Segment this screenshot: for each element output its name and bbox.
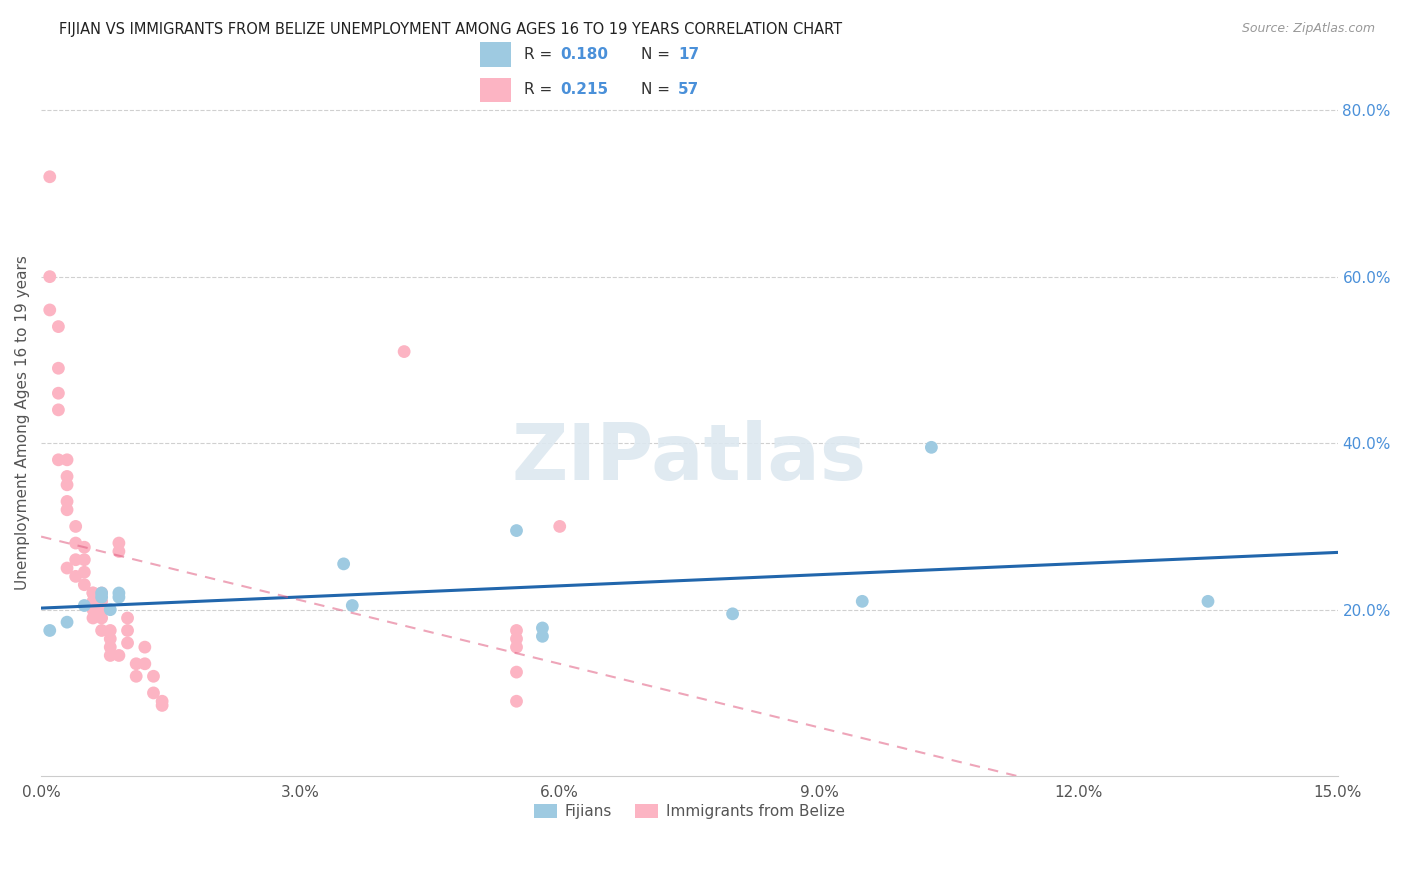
Point (98, 632, 121, 646)
Point (920, 440, 942, 454)
Point (65, 536, 87, 550)
Point (342, 599, 364, 613)
Point (332, 557, 354, 571)
Point (38, 169, 60, 184)
Point (98, 602, 121, 616)
Point (531, 629, 554, 643)
Point (134, 657, 156, 671)
Text: 57: 57 (678, 82, 700, 97)
Text: R =: R = (523, 82, 557, 97)
Point (56, 561, 79, 575)
Point (38, 624, 60, 638)
Point (548, 519, 571, 533)
Text: 0.180: 0.180 (561, 47, 609, 62)
Point (392, 344, 415, 359)
Text: Source: ZipAtlas.com: Source: ZipAtlas.com (1241, 22, 1375, 36)
Point (73, 577, 96, 591)
Point (73, 540, 96, 554)
Point (505, 524, 527, 538)
Point (48, 361, 70, 376)
Point (65, 519, 87, 533)
Text: ZIPatlas: ZIPatlas (512, 420, 868, 496)
Text: 17: 17 (678, 47, 699, 62)
Point (56, 502, 79, 516)
Point (505, 665, 527, 679)
Point (721, 607, 744, 621)
FancyBboxPatch shape (481, 78, 512, 102)
Point (98, 648, 121, 663)
Point (108, 590, 131, 604)
Point (117, 611, 139, 625)
Point (851, 594, 873, 608)
Text: FIJIAN VS IMMIGRANTS FROM BELIZE UNEMPLOYMENT AMONG AGES 16 TO 19 YEARS CORRELAT: FIJIAN VS IMMIGRANTS FROM BELIZE UNEMPLO… (59, 22, 842, 37)
Point (82, 602, 104, 616)
Legend: Fijians, Immigrants from Belize: Fijians, Immigrants from Belize (529, 797, 851, 825)
Point (108, 586, 131, 600)
Point (82, 611, 104, 625)
FancyBboxPatch shape (481, 43, 512, 67)
Point (73, 552, 96, 566)
Point (90, 602, 112, 616)
Point (125, 657, 148, 671)
Point (117, 624, 139, 638)
Point (505, 694, 527, 708)
Point (90, 590, 112, 604)
Point (142, 686, 165, 700)
Point (73, 565, 96, 579)
Point (82, 586, 104, 600)
Point (150, 694, 173, 708)
Point (56, 452, 79, 467)
Point (38, 302, 60, 317)
Point (65, 552, 87, 566)
Point (1197, 594, 1219, 608)
Point (56, 469, 79, 483)
Point (56, 615, 79, 629)
Point (73, 599, 96, 613)
Point (505, 632, 527, 646)
Point (90, 611, 112, 625)
Point (38, 269, 60, 284)
Point (531, 621, 554, 635)
Point (90, 586, 112, 600)
Point (56, 494, 79, 508)
Text: 0.215: 0.215 (561, 82, 609, 97)
Point (90, 594, 112, 608)
Point (90, 586, 112, 600)
Point (98, 624, 121, 638)
Text: R =: R = (523, 47, 557, 62)
Point (108, 536, 131, 550)
Point (48, 402, 70, 417)
Text: N =: N = (641, 82, 675, 97)
Point (142, 669, 165, 683)
Point (82, 586, 104, 600)
Point (98, 640, 121, 654)
Point (82, 594, 104, 608)
Point (150, 698, 173, 713)
Point (56, 477, 79, 491)
Point (505, 624, 527, 638)
Point (505, 640, 527, 654)
Point (48, 452, 70, 467)
Point (125, 669, 148, 683)
Y-axis label: Unemployment Among Ages 16 to 19 years: Unemployment Among Ages 16 to 19 years (15, 255, 30, 590)
Point (90, 624, 112, 638)
Point (65, 569, 87, 583)
Point (108, 544, 131, 558)
Point (48, 319, 70, 334)
Text: N =: N = (641, 47, 675, 62)
Point (117, 636, 139, 650)
Point (134, 640, 156, 654)
Point (48, 386, 70, 401)
Point (108, 648, 131, 663)
